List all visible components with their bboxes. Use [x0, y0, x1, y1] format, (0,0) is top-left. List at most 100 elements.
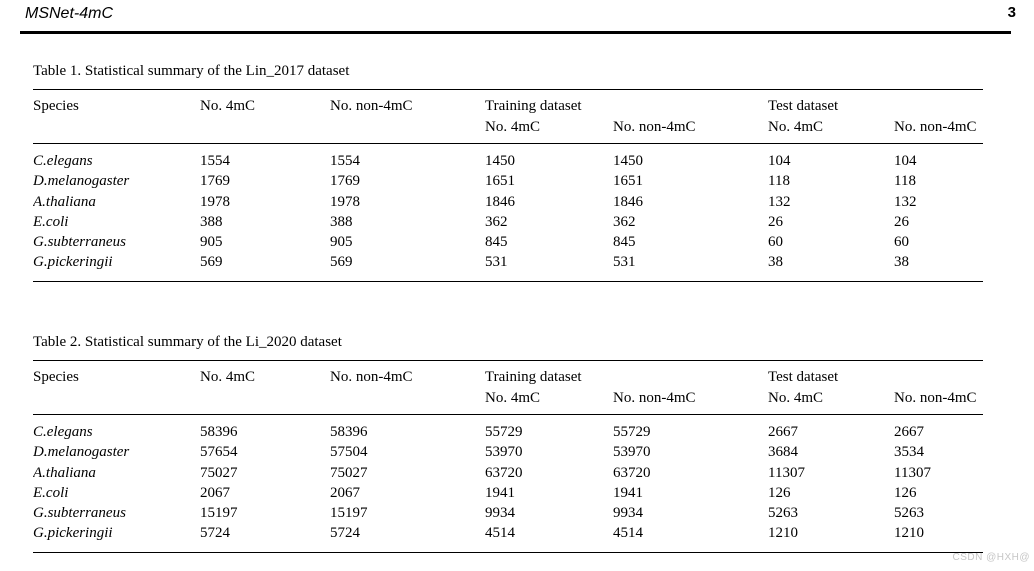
- page-number: 3: [1007, 4, 1016, 21]
- value-cell: 2667: [768, 424, 798, 440]
- value-cell: 1651: [613, 173, 643, 190]
- value-cell: 104: [768, 153, 791, 169]
- value-cell: 388: [200, 213, 223, 230]
- table-row: C.elegans 1554 1554 1450 1450 104 104: [33, 144, 983, 172]
- col-header-no-4mc: No. 4mC: [200, 369, 256, 385]
- value-cell: 53970: [485, 444, 523, 461]
- subcol-header-test-no-non-4mc: No. non-4mC: [894, 390, 977, 406]
- table-row: D.melanogaster 57654 57504 53970 53970 3684 35…: [33, 442, 983, 462]
- species-cell: E.coli: [33, 213, 69, 230]
- value-cell: 1941: [485, 484, 515, 501]
- species-cell: C.elegans: [33, 153, 93, 169]
- value-cell: 5724: [330, 525, 360, 542]
- table1-header: Species No. 4mC No. non-4mC Training dat…: [33, 90, 983, 144]
- table-row: A.thaliana 1978 1978 1846 1846 132 132: [33, 192, 983, 212]
- subcol-header-train-no-non-4mc: No. non-4mC: [613, 119, 696, 135]
- table-row: E.coli 2067 2067 1941 1941 126 126: [33, 483, 983, 503]
- value-cell: 1210: [894, 525, 924, 542]
- col-header-species: Species: [33, 369, 79, 385]
- value-cell: 38: [894, 254, 909, 271]
- value-cell: 15197: [200, 505, 238, 522]
- value-cell: 132: [894, 193, 917, 210]
- col-header-no-non-4mc: No. non-4mC: [330, 98, 413, 114]
- value-cell: 362: [485, 213, 508, 230]
- subcol-header-test-no-4mc: No. 4mC: [768, 119, 824, 135]
- value-cell: 1978: [200, 193, 230, 210]
- value-cell: 26: [768, 213, 783, 230]
- value-cell: 1210: [768, 525, 798, 542]
- value-cell: 26: [894, 213, 909, 230]
- value-cell: 2667: [894, 424, 924, 440]
- value-cell: 1769: [330, 173, 360, 190]
- page-header-title: MSNet-4mC: [25, 5, 114, 22]
- value-cell: 5263: [768, 505, 798, 522]
- value-cell: 9934: [485, 505, 515, 522]
- value-cell: 126: [768, 484, 791, 501]
- group-header-training: Training dataset: [485, 369, 582, 385]
- value-cell: 60: [768, 234, 783, 251]
- table2: Species No. 4mC No. non-4mC Training dat…: [33, 360, 983, 553]
- header-rule: [20, 31, 1011, 34]
- table2-block: Table 2. Statistical summary of the Li_2…: [33, 333, 983, 553]
- value-cell: 57504: [330, 444, 368, 461]
- value-cell: 132: [768, 193, 791, 210]
- table-row: C.elegans 58396 58396 55729 55729 2667 2667: [33, 415, 983, 443]
- subcol-header-train-no-non-4mc: No. non-4mC: [613, 390, 696, 406]
- table-row: G.subterraneus 15197 15197 9934 9934 5263 5263: [33, 503, 983, 523]
- table1-block: Table 1. Statistical summary of the Lin_…: [33, 62, 983, 282]
- subcol-header-test-no-4mc: No. 4mC: [768, 390, 824, 406]
- value-cell: 55729: [613, 424, 651, 440]
- table-row: G.pickeringii 5724 5724 4514 4514 1210 1210: [33, 523, 983, 552]
- value-cell: 104: [894, 153, 917, 169]
- value-cell: 1978: [330, 193, 360, 210]
- species-cell: G.pickeringii: [33, 254, 113, 271]
- subcol-header-train-no-4mc: No. 4mC: [485, 119, 541, 135]
- table1-body: C.elegans 1554 1554 1450 1450 104 104 D.melanog…: [33, 144, 983, 282]
- value-cell: 3534: [894, 444, 924, 461]
- value-cell: 5263: [894, 505, 924, 522]
- value-cell: 845: [613, 234, 636, 251]
- species-cell: C.elegans: [33, 424, 93, 440]
- group-header-test: Test dataset: [768, 98, 839, 114]
- value-cell: 38: [768, 254, 783, 271]
- value-cell: 1769: [200, 173, 230, 190]
- value-cell: 58396: [200, 424, 238, 440]
- value-cell: 75027: [200, 464, 238, 481]
- table2-body: C.elegans 58396 58396 55729 55729 2667 2667 D.m…: [33, 415, 983, 553]
- value-cell: 905: [330, 234, 353, 251]
- value-cell: 9934: [613, 505, 643, 522]
- species-cell: A.thaliana: [33, 464, 96, 481]
- value-cell: 2067: [330, 484, 360, 501]
- value-cell: 1450: [613, 153, 643, 169]
- value-cell: 58396: [330, 424, 368, 440]
- value-cell: 569: [330, 254, 353, 271]
- value-cell: 11307: [768, 464, 805, 481]
- value-cell: 1651: [485, 173, 515, 190]
- value-cell: 63720: [485, 464, 523, 481]
- value-cell: 569: [200, 254, 223, 271]
- col-header-no-4mc: No. 4mC: [200, 98, 256, 114]
- species-cell: G.pickeringii: [33, 525, 113, 542]
- value-cell: 1554: [330, 153, 360, 169]
- value-cell: 5724: [200, 525, 230, 542]
- group-header-training: Training dataset: [485, 98, 582, 114]
- value-cell: 63720: [613, 464, 651, 481]
- value-cell: 2067: [200, 484, 230, 501]
- value-cell: 1846: [485, 193, 515, 210]
- table1: Species No. 4mC No. non-4mC Training dat…: [33, 89, 983, 282]
- value-cell: 15197: [330, 505, 368, 522]
- species-cell: A.thaliana: [33, 193, 96, 210]
- subcol-header-train-no-4mc: No. 4mC: [485, 390, 541, 406]
- table-row: E.coli 388 388 362 362 26 26: [33, 212, 983, 232]
- col-header-no-non-4mc: No. non-4mC: [330, 369, 413, 385]
- table-row: G.pickeringii 569 569 531 531 38 38: [33, 252, 983, 281]
- species-cell: E.coli: [33, 484, 69, 501]
- value-cell: 3684: [768, 444, 798, 461]
- value-cell: 60: [894, 234, 909, 251]
- species-cell: G.subterraneus: [33, 234, 126, 251]
- value-cell: 11307: [894, 464, 931, 481]
- value-cell: 126: [894, 484, 917, 501]
- value-cell: 1450: [485, 153, 515, 169]
- value-cell: 4514: [485, 525, 515, 542]
